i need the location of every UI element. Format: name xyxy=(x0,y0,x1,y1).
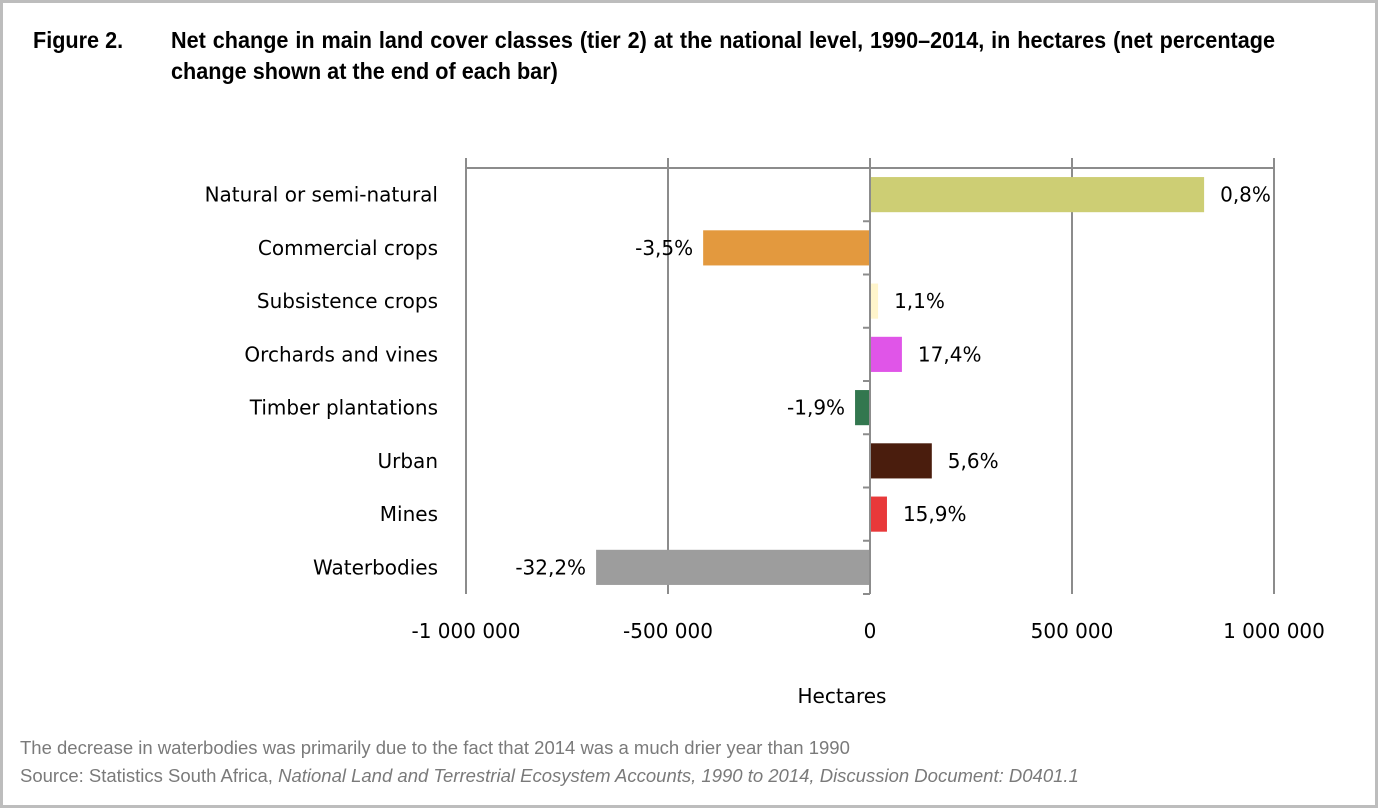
bar xyxy=(703,230,870,266)
bar xyxy=(596,549,870,585)
x-tick-label: 1 000 000 xyxy=(1223,619,1325,643)
category-label: Subsistence crops xyxy=(257,289,438,313)
category-label: Waterbodies xyxy=(313,555,438,579)
data-label: 17,4% xyxy=(918,342,982,366)
x-tick-label: 500 000 xyxy=(1031,619,1114,643)
x-tick-labels: -1 000 000 -500 000 0 500 000 1 000 000 xyxy=(411,619,1324,643)
data-labels: 0,8% -3,5% 1,1% 17,4% -1,9% 5,6% 15,9% -32,2% xyxy=(515,183,1271,580)
footnote-source: Source: Statistics South Africa, Nationa… xyxy=(20,765,1079,787)
figure-number: Figure 2. xyxy=(33,27,124,53)
data-label: 15,9% xyxy=(903,502,967,526)
bar xyxy=(855,390,870,426)
data-label: 5,6% xyxy=(948,449,999,473)
bars xyxy=(596,177,1205,585)
figure-caption: Net change in main land cover classes (t… xyxy=(171,27,1275,84)
source-title: National Land and Terrestrial Ecosystem … xyxy=(278,765,1079,786)
data-label: -3,5% xyxy=(635,236,693,260)
category-label: Urban xyxy=(378,449,439,473)
category-label: Commercial crops xyxy=(258,236,438,260)
x-tick-label: -1 000 000 xyxy=(411,619,520,643)
category-axis xyxy=(863,158,871,595)
category-label: Timber plantations xyxy=(249,396,438,420)
x-tick-label: 0 xyxy=(864,619,877,643)
bar xyxy=(870,177,1205,213)
data-label: 0,8% xyxy=(1220,183,1271,207)
bar xyxy=(870,336,902,372)
category-label: Mines xyxy=(380,502,438,526)
bar xyxy=(870,496,887,532)
bar xyxy=(870,443,932,479)
category-labels: Natural or semi-natural Commercial crops S… xyxy=(205,183,438,580)
data-label: 1,1% xyxy=(894,289,945,313)
bar xyxy=(870,283,879,319)
x-axis-title: Hectares xyxy=(798,684,887,708)
source-prefix: Source: Statistics South Africa, xyxy=(20,765,279,786)
data-label: -1,9% xyxy=(787,396,845,420)
category-label: Orchards and vines xyxy=(244,342,438,366)
category-label: Natural or semi-natural xyxy=(205,183,438,207)
footnote-note: The decrease in waterbodies was primaril… xyxy=(20,737,850,758)
data-label: -32,2% xyxy=(515,555,586,579)
x-tick-label: -500 000 xyxy=(623,619,713,643)
